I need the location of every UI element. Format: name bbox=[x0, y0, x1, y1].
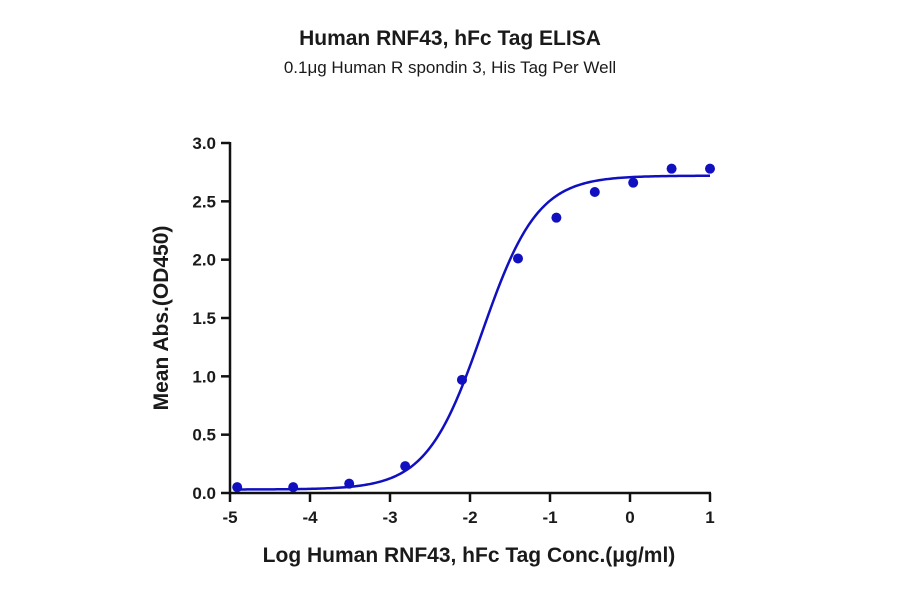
data-point bbox=[551, 212, 562, 223]
fit-line bbox=[237, 174, 711, 491]
chart-title: Human RNF43, hFc Tag ELISA bbox=[299, 27, 601, 50]
x-tick-label: -2 bbox=[462, 508, 477, 527]
data-point bbox=[589, 187, 600, 197]
y-tick-label: 1.5 bbox=[192, 309, 216, 328]
y-tick-label: 2.0 bbox=[192, 251, 216, 270]
fit-curve bbox=[237, 174, 711, 491]
data-point bbox=[705, 163, 715, 174]
data-point bbox=[288, 482, 299, 493]
x-tick-label: -3 bbox=[382, 508, 397, 527]
data-point bbox=[232, 482, 243, 493]
x-tick-label: -4 bbox=[302, 508, 318, 527]
data-point bbox=[457, 374, 467, 385]
data-points bbox=[232, 163, 715, 493]
y-axis-label: Mean Abs.(OD450) bbox=[150, 226, 173, 411]
data-point bbox=[513, 253, 523, 264]
x-tick-label: -1 bbox=[542, 508, 557, 527]
data-point bbox=[344, 478, 355, 489]
chart-subtitle: 0.1μg Human R spondin 3, His Tag Per Wel… bbox=[283, 58, 617, 77]
x-tick-label: 1 bbox=[705, 508, 714, 527]
y-tick-label: 0.0 bbox=[192, 484, 216, 503]
data-point bbox=[666, 163, 677, 174]
data-point bbox=[400, 461, 411, 472]
x-tick-label: 0 bbox=[625, 508, 634, 527]
x-tick-label: -5 bbox=[222, 508, 237, 527]
y-tick-label: 1.0 bbox=[192, 367, 216, 386]
y-tick-label: 2.5 bbox=[192, 192, 216, 211]
axes: -5 -4 -3 -2 -1 0 1 0.0 0.5 1.0 1.5 2.0 2.5 3.0 bbox=[192, 134, 714, 527]
y-tick-label: 0.5 bbox=[192, 426, 216, 445]
data-point bbox=[628, 177, 639, 188]
y-tick-label: 3.0 bbox=[192, 134, 216, 153]
x-axis-label: Log Human RNF43, hFc Tag Conc.(μg/ml) bbox=[263, 544, 676, 567]
